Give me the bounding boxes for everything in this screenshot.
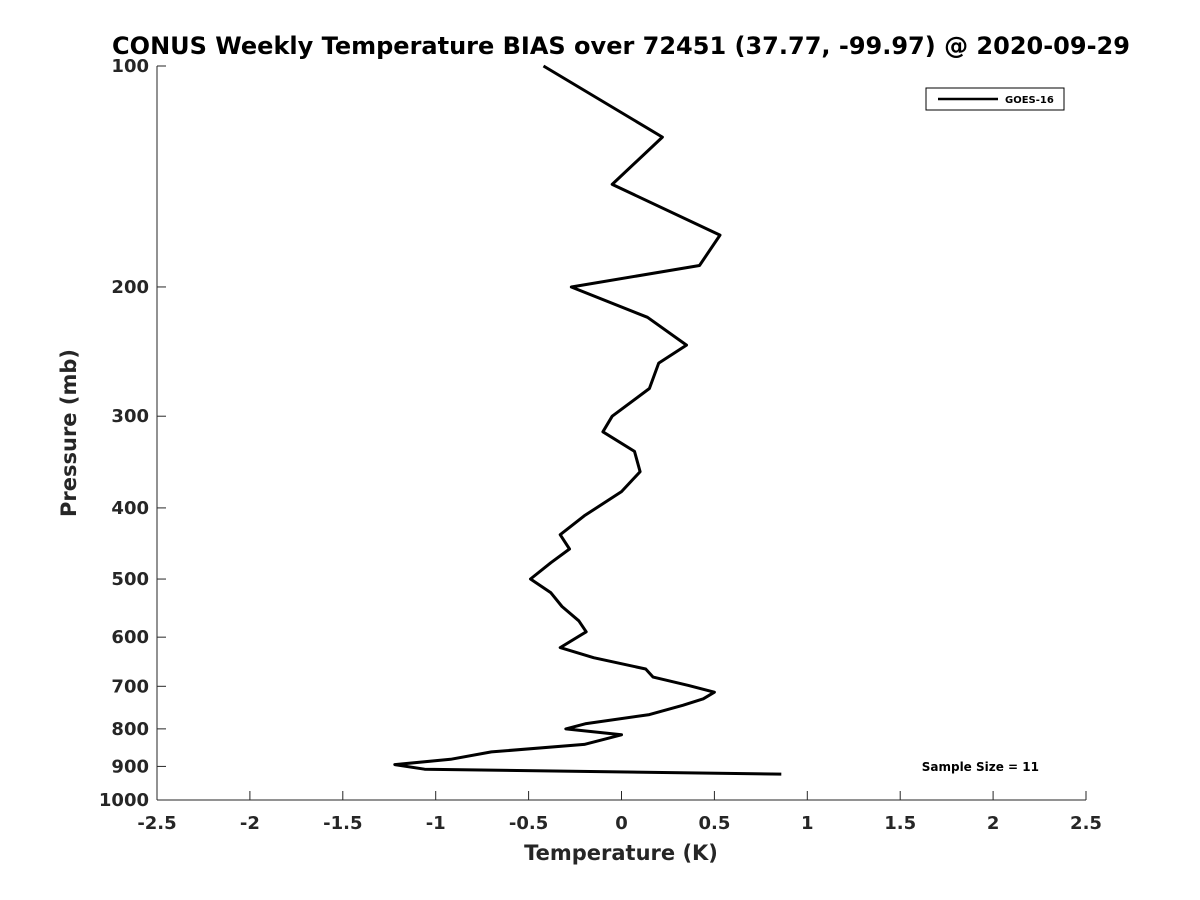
x-tick-label: 0: [615, 813, 628, 834]
y-tick-label: 300: [111, 406, 149, 427]
y-axis-ticks: 100 200 300 400 500 600 700 800 900 1000: [99, 56, 166, 811]
y-tick-label: 800: [111, 719, 149, 740]
x-axis-ticks: -2.5 -2 -1.5 -1 -0.5 0 0.5 1 1.5 2 2.5: [137, 791, 1102, 834]
x-tick-label: -1: [426, 813, 446, 834]
y-tick-label: 100: [111, 56, 149, 77]
y-tick-label: 600: [111, 627, 149, 648]
x-tick-label: 2.5: [1070, 813, 1102, 834]
x-tick-label: -2: [240, 813, 260, 834]
x-tick-label: 1.5: [884, 813, 916, 834]
y-tick-label: 1000: [99, 790, 149, 811]
y-tick-label: 400: [111, 498, 149, 519]
x-tick-label: 1: [801, 813, 814, 834]
y-axis-label: Pressure (mb): [57, 349, 81, 517]
y-tick-label: 200: [111, 277, 149, 298]
y-tick-label: 500: [111, 569, 149, 590]
legend: GOES-16: [925, 87, 1065, 111]
y-tick-label: 900: [111, 756, 149, 777]
sample-size-annotation: Sample Size = 11: [922, 760, 1039, 774]
x-axis-label: Temperature (K): [524, 841, 718, 865]
y-tick-label: 700: [111, 676, 149, 697]
x-tick-label: -1.5: [323, 813, 362, 834]
series-line-goes-16: [393, 64, 782, 776]
x-tick-label: 2: [987, 813, 1000, 834]
x-tick-label: -2.5: [137, 813, 176, 834]
plot-area: -2.5 -2 -1.5 -1 -0.5 0 0.5 1 1.5 2 2.5 100 200 300 40…: [99, 56, 1102, 834]
x-tick-label: -0.5: [509, 813, 548, 834]
chart-title: CONUS Weekly Temperature BIAS over 72451…: [112, 32, 1130, 60]
legend-entry-goes-16: GOES-16: [1005, 95, 1054, 106]
x-tick-label: 0.5: [698, 813, 730, 834]
